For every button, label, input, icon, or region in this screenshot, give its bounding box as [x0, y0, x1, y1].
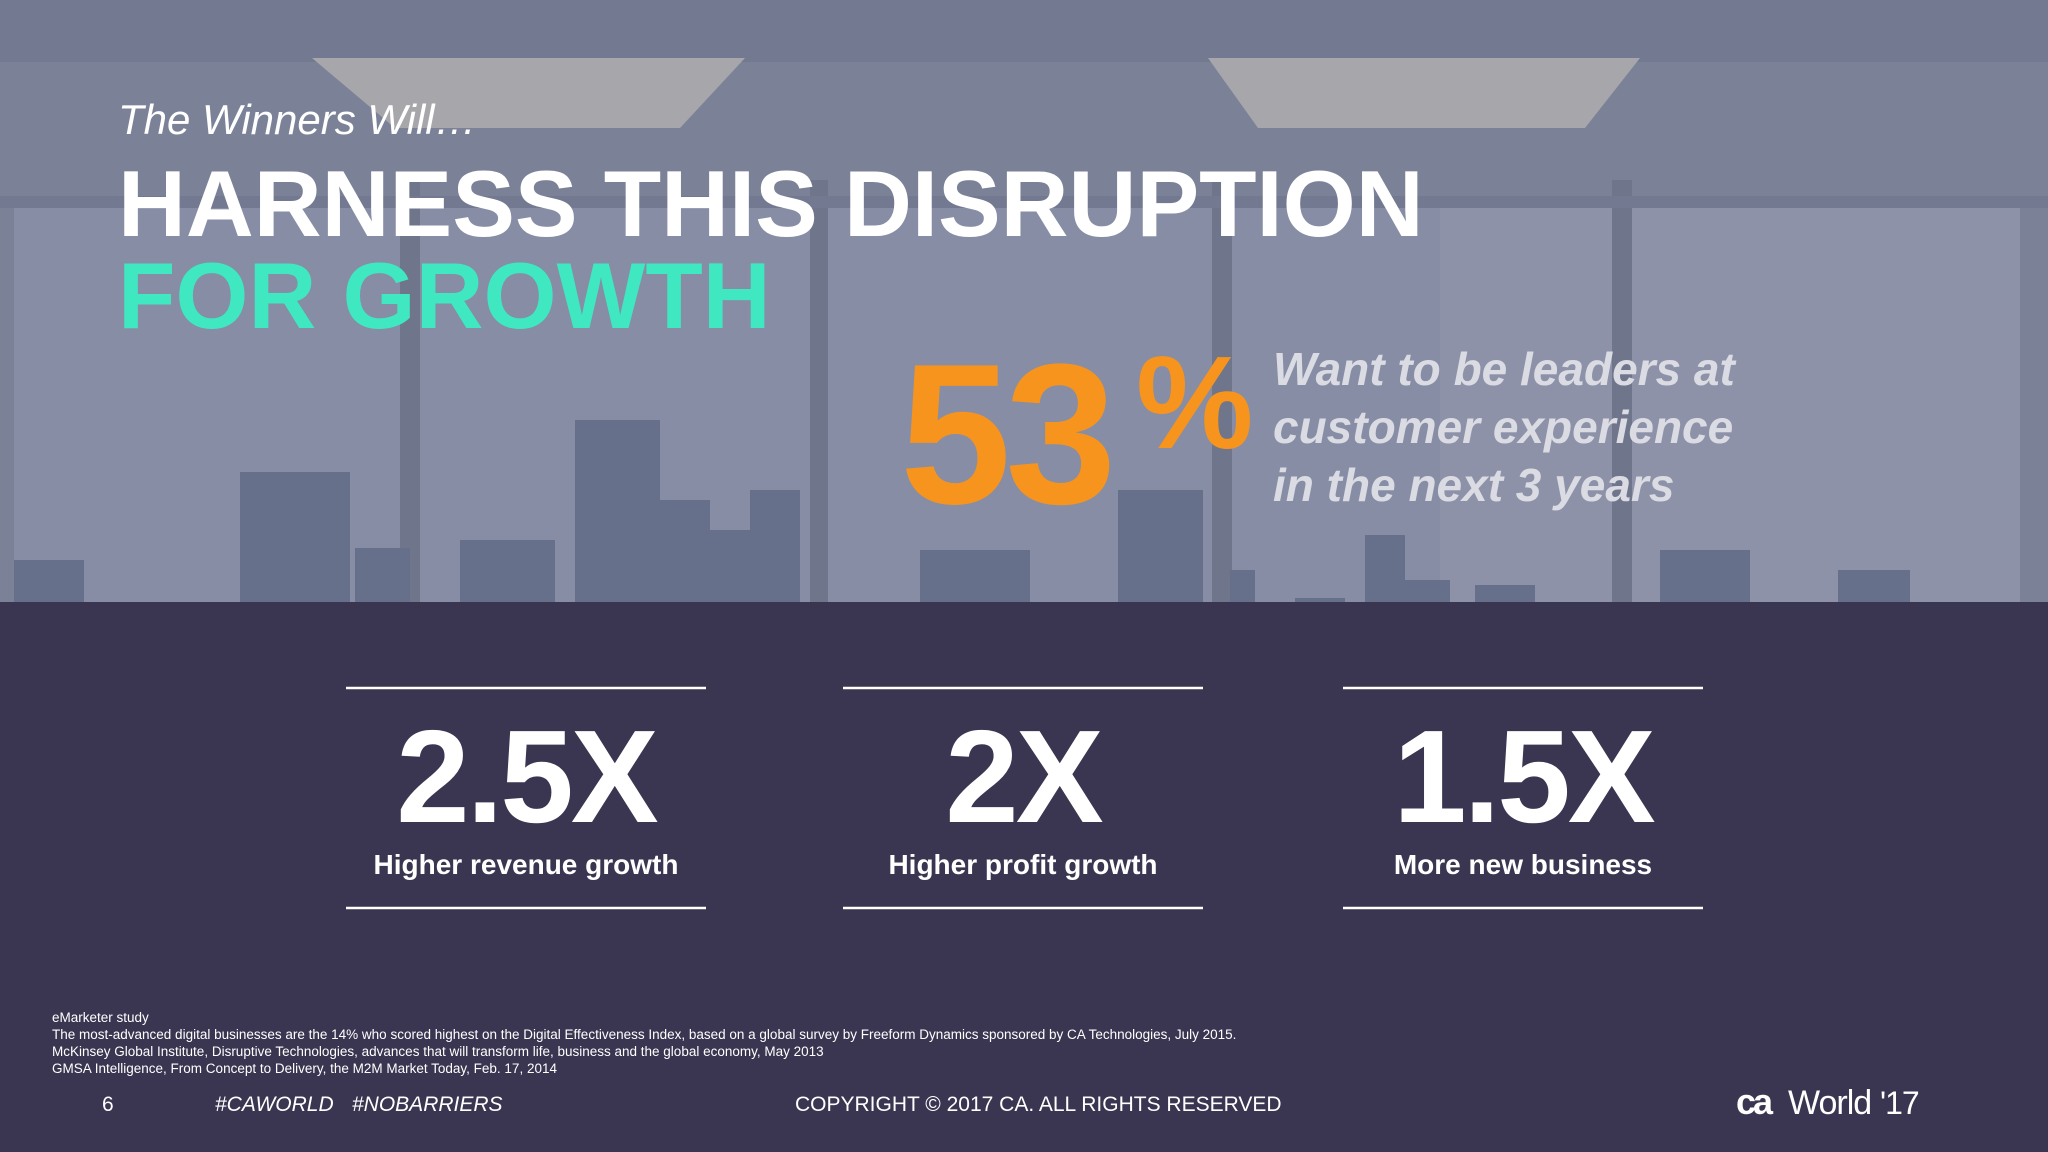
metric-value: 1.5X — [1393, 703, 1654, 850]
stat-line: customer experience — [1273, 401, 1733, 453]
kicker: The Winners Will… — [118, 96, 477, 143]
footnote: McKinsey Global Institute, Disruptive Te… — [52, 1044, 824, 1059]
footnotes: eMarketer study The most-advanced digita… — [52, 1010, 1236, 1076]
logo-edition: '17 — [1880, 1085, 1919, 1121]
stat-line: Want to be leaders at — [1273, 343, 1737, 395]
stat-unit: % — [1136, 329, 1253, 476]
metric-value: 2.5X — [396, 703, 657, 850]
metric-label: More new business — [1394, 849, 1652, 880]
metric-value: 2X — [945, 703, 1102, 850]
stat-value: 53 — [900, 323, 1110, 546]
logo-brand: ca — [1736, 1081, 1774, 1122]
title-line: HARNESS THIS DISRUPTION — [118, 151, 1424, 256]
stat-text: Want to be leaders at customer experienc… — [1273, 343, 1737, 511]
stat-line: in the next 3 years — [1273, 459, 1674, 511]
footnote: eMarketer study — [52, 1010, 149, 1025]
logo-name: World — [1788, 1084, 1871, 1122]
hashtag: #CAWORLD — [215, 1093, 334, 1116]
page-number: 6 — [102, 1093, 114, 1116]
footnote: GMSA Intelligence, From Concept to Deliv… — [52, 1061, 557, 1076]
metric-label: Higher revenue growth — [374, 849, 679, 880]
copyright: COPYRIGHT © 2017 CA. ALL RIGHTS RESERVED — [795, 1093, 1282, 1116]
hashtag: #NOBARRIERS — [352, 1093, 503, 1116]
footnote: The most-advanced digital businesses are… — [52, 1027, 1236, 1042]
footer: 6 #CAWORLD #NOBARRIERS COPYRIGHT © 2017 … — [102, 1081, 1920, 1122]
title-accent: FOR GROWTH — [118, 243, 771, 348]
metric-label: Higher profit growth — [888, 849, 1157, 880]
